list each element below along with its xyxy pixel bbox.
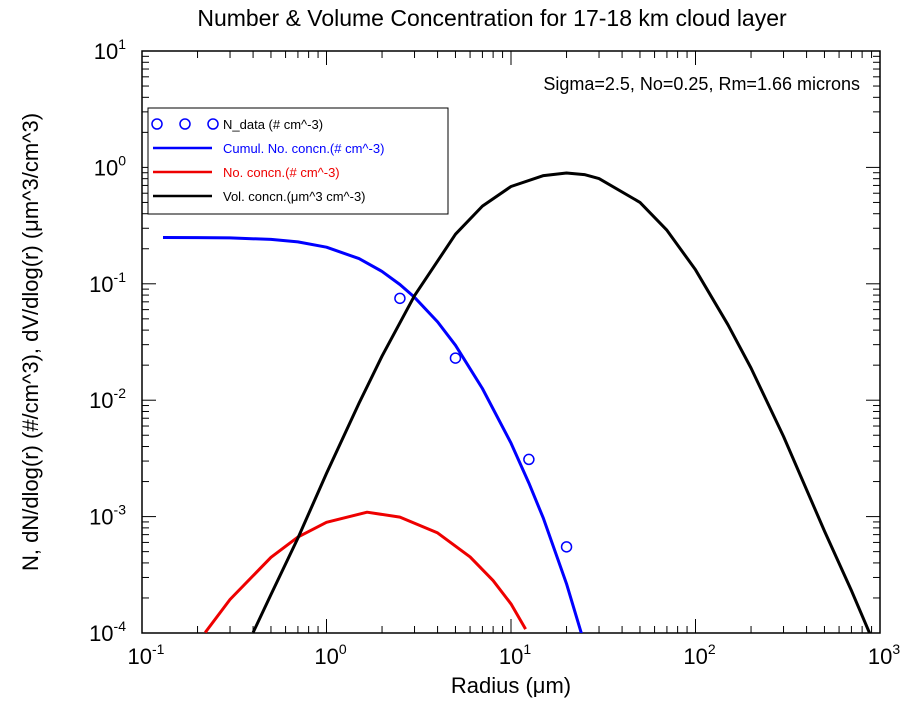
legend-label: No. concn.(# cm^-3) (223, 165, 340, 180)
series-line (204, 510, 527, 633)
series-group (162, 171, 872, 633)
x-tick-label: 100 (314, 641, 346, 669)
y-tick-label: 10-2 (89, 385, 126, 413)
y-axis-label: N, dN/dlog(r) (#/cm^3), dV/dlog(r) (μm^3… (18, 113, 43, 571)
y-tick-label: 100 (94, 152, 126, 180)
y-tick-label: 10-3 (89, 502, 126, 530)
axis-tick-labels: 10-1 100 101 102 103 10-4 10-3 10-2 10-1 100 101 (89, 36, 900, 669)
parameter-annotation: Sigma=2.5, No=0.25, Rm=1.66 microns (543, 74, 860, 94)
legend-label: N_data (# cm^-3) (223, 117, 323, 132)
data-point (394, 292, 406, 305)
x-tick-label: 102 (683, 641, 715, 669)
x-tick-label: 10-1 (128, 641, 165, 669)
legend-marker (151, 118, 163, 130)
legend-label: Vol. concn.(μm^3 cm^-3) (223, 189, 366, 204)
axis-ticks (141, 51, 880, 634)
x-tick-label: 103 (868, 641, 900, 669)
legend-marker (179, 118, 191, 130)
chart-title: Number & Volume Concentration for 17-18 … (197, 5, 787, 31)
data-point (523, 453, 535, 466)
series-line (251, 171, 872, 633)
data-point (449, 352, 462, 364)
series-line (162, 236, 583, 633)
legend-label: Cumul. No. concn.(# cm^-3) (223, 141, 384, 156)
data-point (560, 541, 573, 553)
legend: N_data (# cm^-3) Cumul. No. concn.(# cm^-… (147, 107, 449, 215)
y-tick-label: 10-4 (89, 618, 126, 646)
y-tick-label: 101 (94, 36, 126, 64)
x-tick-label: 101 (499, 641, 531, 669)
plot-area (162, 171, 872, 633)
x-axis-label: Radius (μm) (451, 673, 571, 698)
legend-marker (207, 118, 219, 130)
y-tick-label: 10-1 (89, 269, 126, 297)
